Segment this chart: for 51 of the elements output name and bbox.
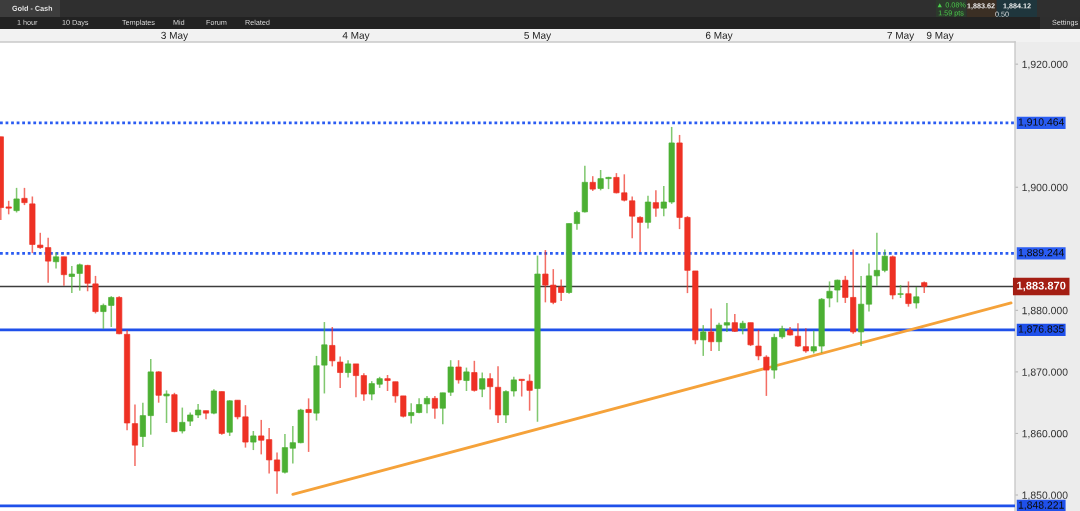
x-tick-label: 6 May <box>705 31 733 41</box>
candlestick <box>573 209 580 231</box>
candlestick <box>163 389 170 424</box>
y-tick-label: 1,860.000 <box>1022 429 1068 439</box>
ref-line-label: 1,883.870 <box>1017 281 1066 292</box>
candlestick <box>715 321 723 352</box>
candlestick <box>179 406 186 435</box>
candlestick <box>794 322 801 348</box>
ref-line-label: 1,848.221 <box>1018 501 1064 510</box>
x-tick-label: 4 May <box>342 31 370 41</box>
candlestick <box>471 360 478 393</box>
y-tick-label: 1,900.000 <box>1022 183 1068 193</box>
candlestick <box>708 307 715 352</box>
candlestick <box>352 363 359 398</box>
candlestick <box>644 195 652 230</box>
candlestick <box>250 430 257 451</box>
candlestick <box>329 326 336 368</box>
candlestick <box>463 366 470 392</box>
candlestick <box>360 372 367 402</box>
candlestick <box>13 187 20 214</box>
candlestick <box>905 280 912 308</box>
candlestick <box>826 280 833 309</box>
y-tick-label: 1,920.000 <box>1022 60 1068 70</box>
x-tick-label: 3 May <box>161 31 189 41</box>
x-tick-label: 7 May <box>887 31 915 41</box>
candlestick <box>431 395 438 420</box>
candlestick <box>913 286 920 310</box>
ref-line-label: 1,876.835 <box>1018 325 1064 334</box>
candlestick <box>305 397 312 453</box>
candlestick <box>802 327 809 354</box>
candlestick <box>337 355 344 389</box>
ref-line-label: 1,910.464 <box>1018 118 1065 127</box>
x-tick-label: 5 May <box>524 31 552 41</box>
candlestick <box>479 371 486 398</box>
candlestick <box>274 451 281 495</box>
y-tick-label: 1,850.000 <box>1022 491 1068 501</box>
candlestick <box>487 372 494 411</box>
y-tick-label: 1,870.000 <box>1022 368 1068 378</box>
x-tick-label: 9 May <box>926 31 954 41</box>
candlestick <box>747 321 754 347</box>
candlestick <box>637 215 644 253</box>
candlestick <box>155 370 162 404</box>
candlestick <box>131 403 138 467</box>
candlestick <box>700 324 707 357</box>
candlestick <box>60 256 67 287</box>
candlestick <box>723 302 730 333</box>
ref-line-label: 1,889.244 <box>1018 248 1065 258</box>
y-tick-label: 1,880.000 <box>1022 306 1068 316</box>
candlestick <box>210 388 217 416</box>
candlestick <box>455 359 462 385</box>
candlestick <box>652 189 659 218</box>
